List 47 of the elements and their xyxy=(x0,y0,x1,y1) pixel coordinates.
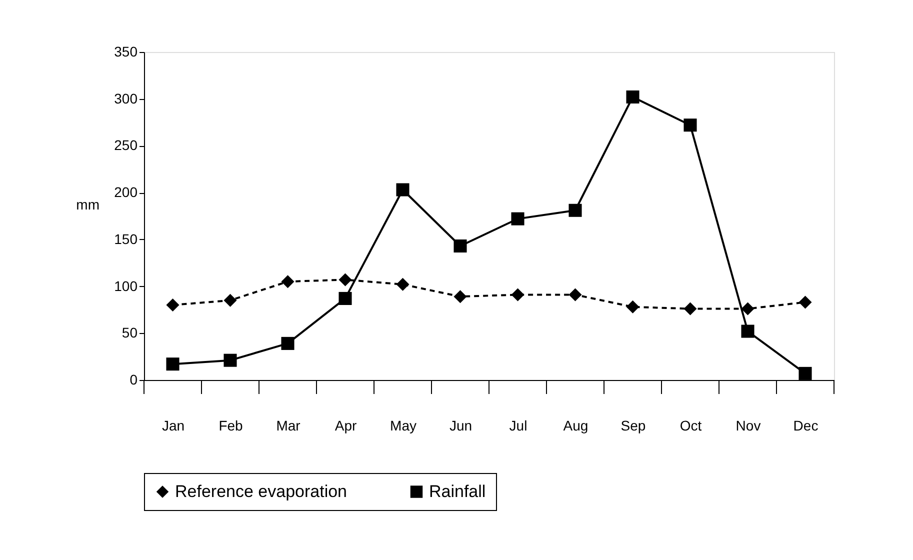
y-tick-label: 300 xyxy=(114,90,138,106)
x-tick-label: Oct xyxy=(680,418,702,434)
point xyxy=(281,336,294,350)
point xyxy=(511,212,524,226)
point xyxy=(511,288,524,302)
point xyxy=(338,273,352,286)
y-tick-label: 150 xyxy=(114,230,138,247)
y-tick-label: 50 xyxy=(122,324,138,341)
x-tick-label: Apr xyxy=(334,418,357,434)
point xyxy=(568,204,582,217)
y-tick-label: 200 xyxy=(114,184,138,200)
point xyxy=(741,324,754,338)
point xyxy=(684,118,697,132)
x-tick-label: Dec xyxy=(793,418,818,434)
y-tick-label: 350 xyxy=(114,44,138,60)
point xyxy=(281,275,294,288)
point xyxy=(798,296,812,309)
point xyxy=(626,90,640,104)
point xyxy=(224,354,237,367)
legend-label: Rainfall xyxy=(429,482,486,501)
x-tick-label: Nov xyxy=(736,418,761,434)
x-tick-label: Jun xyxy=(449,418,472,434)
point xyxy=(798,366,812,380)
x-tick-label: Feb xyxy=(218,418,244,434)
legend-label: Reference evaporation xyxy=(175,482,348,501)
x-tick-label: Mar xyxy=(276,418,301,434)
point xyxy=(166,298,180,312)
point xyxy=(454,239,467,253)
x-tick-label: Aug xyxy=(563,418,588,434)
point xyxy=(338,292,352,305)
point xyxy=(454,290,467,304)
point xyxy=(166,358,180,371)
y-tick-label: 100 xyxy=(114,278,138,294)
y-tick-label: 0 xyxy=(130,372,138,388)
x-tick-label: Jan xyxy=(162,418,185,434)
point xyxy=(396,183,410,196)
point xyxy=(396,278,410,291)
x-tick-label: Sep xyxy=(620,418,646,434)
point xyxy=(626,300,640,314)
y-axis-title: mm xyxy=(76,196,100,212)
y-tick-label: 250 xyxy=(114,137,138,154)
point xyxy=(224,294,237,307)
x-tick-label: Jul xyxy=(509,418,528,434)
x-tick-label: May xyxy=(390,418,416,434)
point xyxy=(741,302,754,316)
point xyxy=(684,302,697,316)
point xyxy=(568,288,582,302)
